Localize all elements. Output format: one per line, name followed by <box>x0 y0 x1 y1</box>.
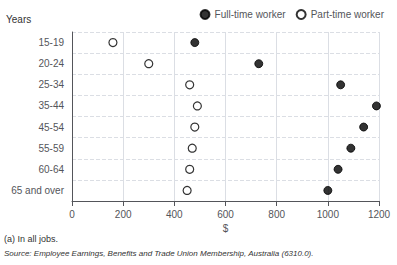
svg-text:20-24: 20-24 <box>38 58 64 69</box>
svg-text:600: 600 <box>217 209 234 220</box>
svg-text:200: 200 <box>115 209 132 220</box>
svg-text:$: $ <box>223 223 229 234</box>
svg-text:Part-time worker: Part-time worker <box>311 9 385 20</box>
svg-text:Years: Years <box>6 14 31 25</box>
svg-text:(a) In all jobs.: (a) In all jobs. <box>4 234 58 244</box>
svg-text:45-54: 45-54 <box>38 122 64 133</box>
svg-text:35-44: 35-44 <box>38 100 64 111</box>
svg-text:1200: 1200 <box>368 209 391 220</box>
svg-text:1000: 1000 <box>317 209 340 220</box>
svg-text:15-19: 15-19 <box>38 37 64 48</box>
svg-text:400: 400 <box>166 209 183 220</box>
svg-text:800: 800 <box>268 209 285 220</box>
svg-text:25-34: 25-34 <box>38 79 64 90</box>
svg-text:60-64: 60-64 <box>38 164 64 175</box>
svg-text:0: 0 <box>69 209 75 220</box>
svg-text:55-59: 55-59 <box>38 143 64 154</box>
svg-text:Full-time worker: Full-time worker <box>215 9 287 20</box>
svg-text:65 and over: 65 and over <box>11 185 64 196</box>
svg-text:Source: Employee Earnings, Ben: Source: Employee Earnings, Benefits and … <box>4 249 314 258</box>
